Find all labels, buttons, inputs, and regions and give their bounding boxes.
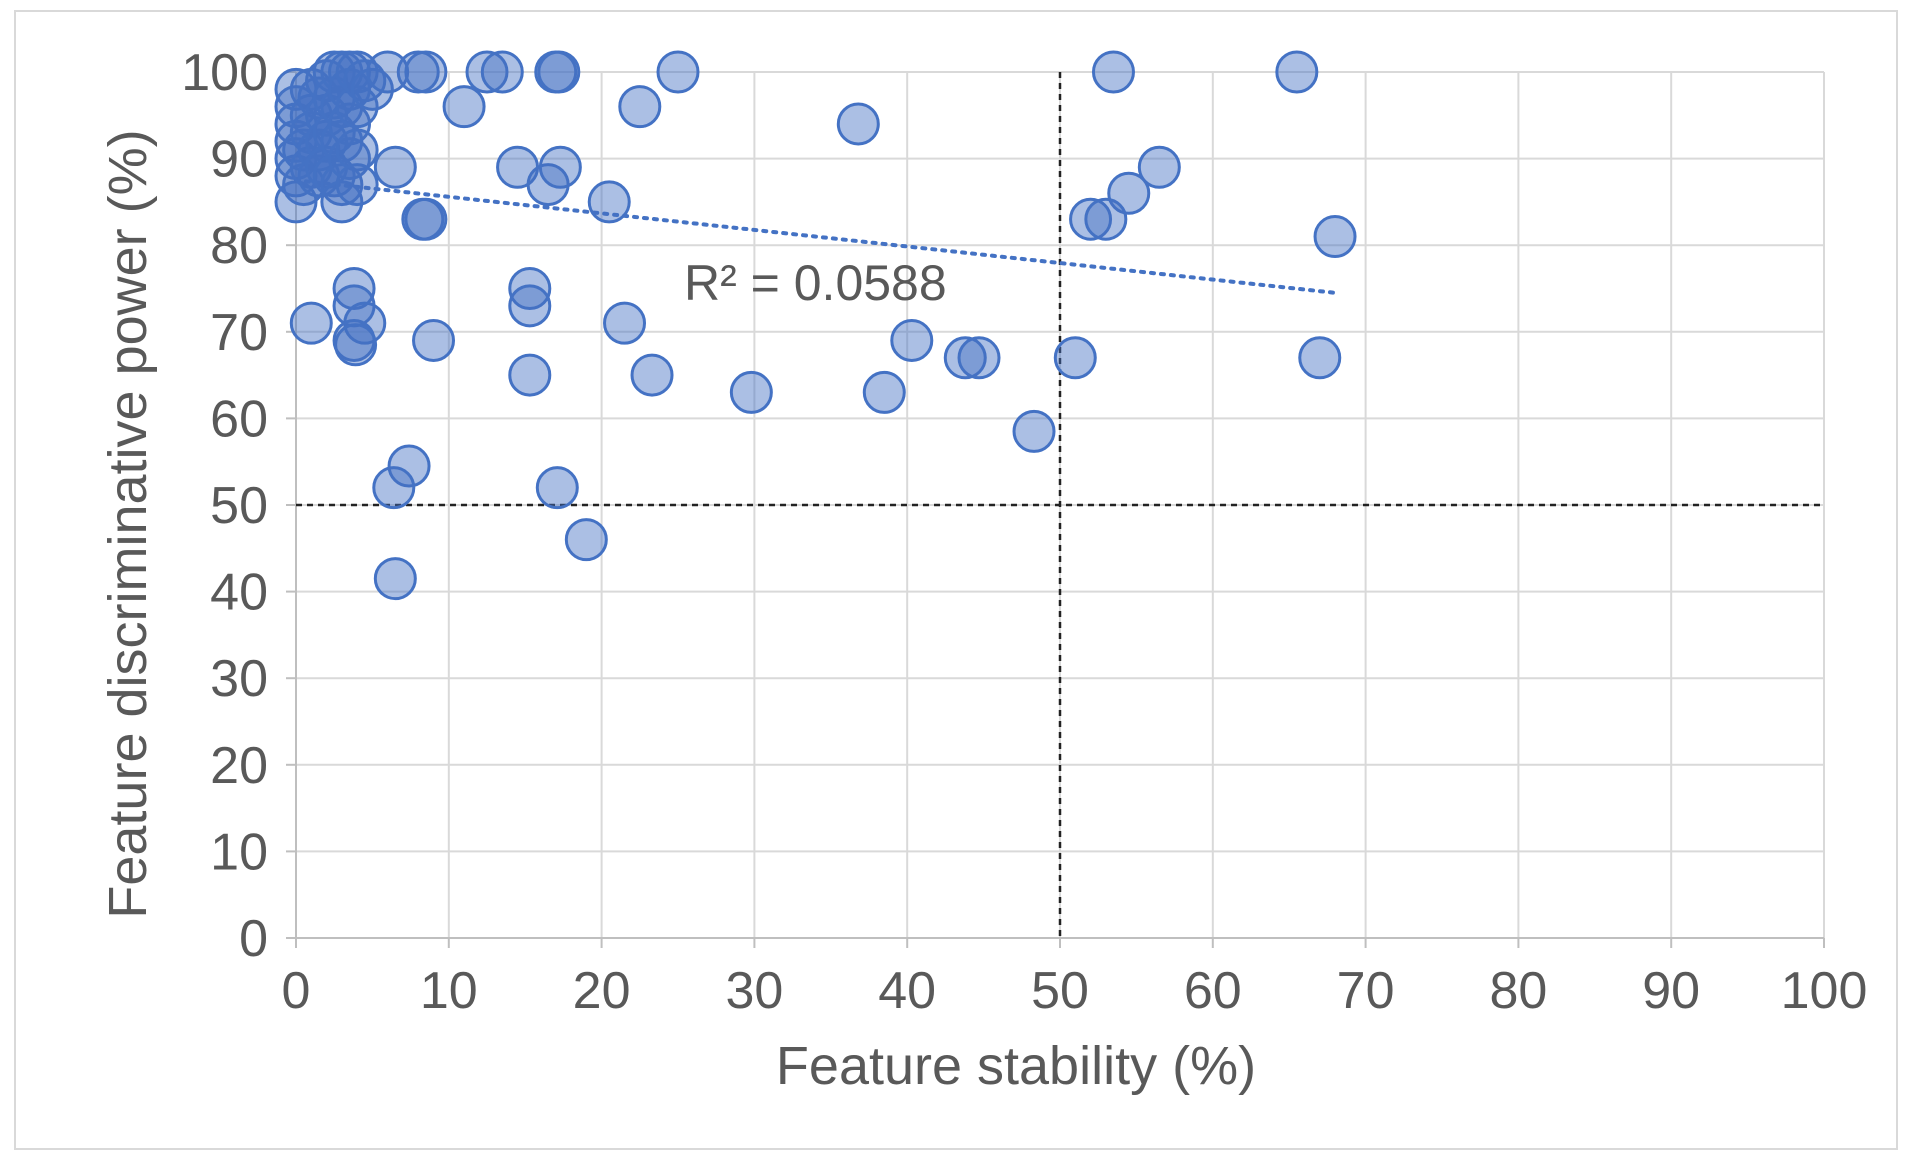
data-point [508,353,552,397]
data-point [630,353,674,397]
scatter-chart: 0 10 20 30 40 50 60 70 80 90 100 0 10 20 30 40 50 60 70 80… [98,44,1868,1096]
data-point [335,163,379,207]
data-point [1053,336,1097,380]
data-point [320,180,364,224]
y-tick-label: 10 [210,823,268,881]
data-point [387,444,431,488]
y-tick-label: 50 [210,477,268,535]
data-point [350,67,394,111]
y-tick-label: 40 [210,564,268,622]
x-tick-label: 20 [573,962,631,1020]
data-point [442,85,486,129]
data-point [618,85,662,129]
data-point [1137,145,1181,189]
x-tick-label: 50 [1031,962,1089,1020]
x-tick-label: 0 [282,962,311,1020]
data-point [1012,409,1056,453]
data-point [957,336,1001,380]
data-point [943,336,987,380]
data-point [465,50,509,94]
x-tick-label: 70 [1337,962,1395,1020]
data-point [372,466,416,510]
data-point [1313,215,1357,259]
y-tick-label: 0 [239,910,268,968]
x-tick-label: 100 [1781,962,1868,1020]
data-point [289,301,333,345]
y-tick-label: 70 [210,304,268,362]
x-tick-label: 40 [878,962,936,1020]
data-point [538,145,582,189]
data-point [1298,336,1342,380]
data-point [1084,197,1128,241]
x-tick-label: 10 [420,962,478,1020]
data-point [412,318,456,362]
data-point [1069,197,1113,241]
x-tick-label: 90 [1642,962,1700,1020]
data-point [373,145,417,189]
chart-frame: 0 10 20 30 40 50 60 70 80 90 100 0 10 20 30 40 50 60 70 80… [14,10,1898,1150]
y-tick-labels: 0 10 20 30 40 50 60 70 80 90 100 [181,44,268,968]
data-point [603,301,647,345]
y-tick-label: 80 [210,217,268,275]
data-point [508,267,552,310]
data-point [404,50,448,94]
data-point [480,50,524,94]
trendline [294,178,1338,295]
data-point [508,284,552,328]
data-point [564,518,608,562]
data-point [332,267,376,310]
x-tick-label: 60 [1184,962,1242,1020]
data-point [1275,50,1319,94]
data-point [373,557,417,601]
data-point [656,50,700,94]
data-point [535,466,579,510]
y-tick-label: 90 [210,131,268,189]
data-point [404,197,448,241]
data-point [335,128,379,172]
data-point [862,370,906,414]
y-tick-label: 20 [210,737,268,795]
x-tick-labels: 0 10 20 30 40 50 60 70 80 90 100 [282,962,1868,1020]
data-point [729,370,773,414]
data-point [366,50,410,94]
data-point [1091,50,1135,94]
r-squared-label: R² = 0.0588 [684,255,947,311]
y-tick-label: 100 [181,44,268,102]
data-point [587,180,631,224]
y-axis-title: Feature discriminative power (%) [98,129,158,918]
data-point [334,323,378,367]
reference-lines [296,72,1824,938]
data-point [537,50,581,94]
x-axis-title: Feature stability (%) [776,1036,1256,1096]
trendline-group [294,178,1338,295]
data-point [836,102,880,146]
y-tick-label: 60 [210,390,268,448]
data-points [274,50,1357,601]
data-point [890,318,934,362]
data-point [335,85,379,129]
x-tick-label: 30 [725,962,783,1020]
x-tick-label: 80 [1489,962,1547,1020]
y-tick-label: 30 [210,650,268,708]
